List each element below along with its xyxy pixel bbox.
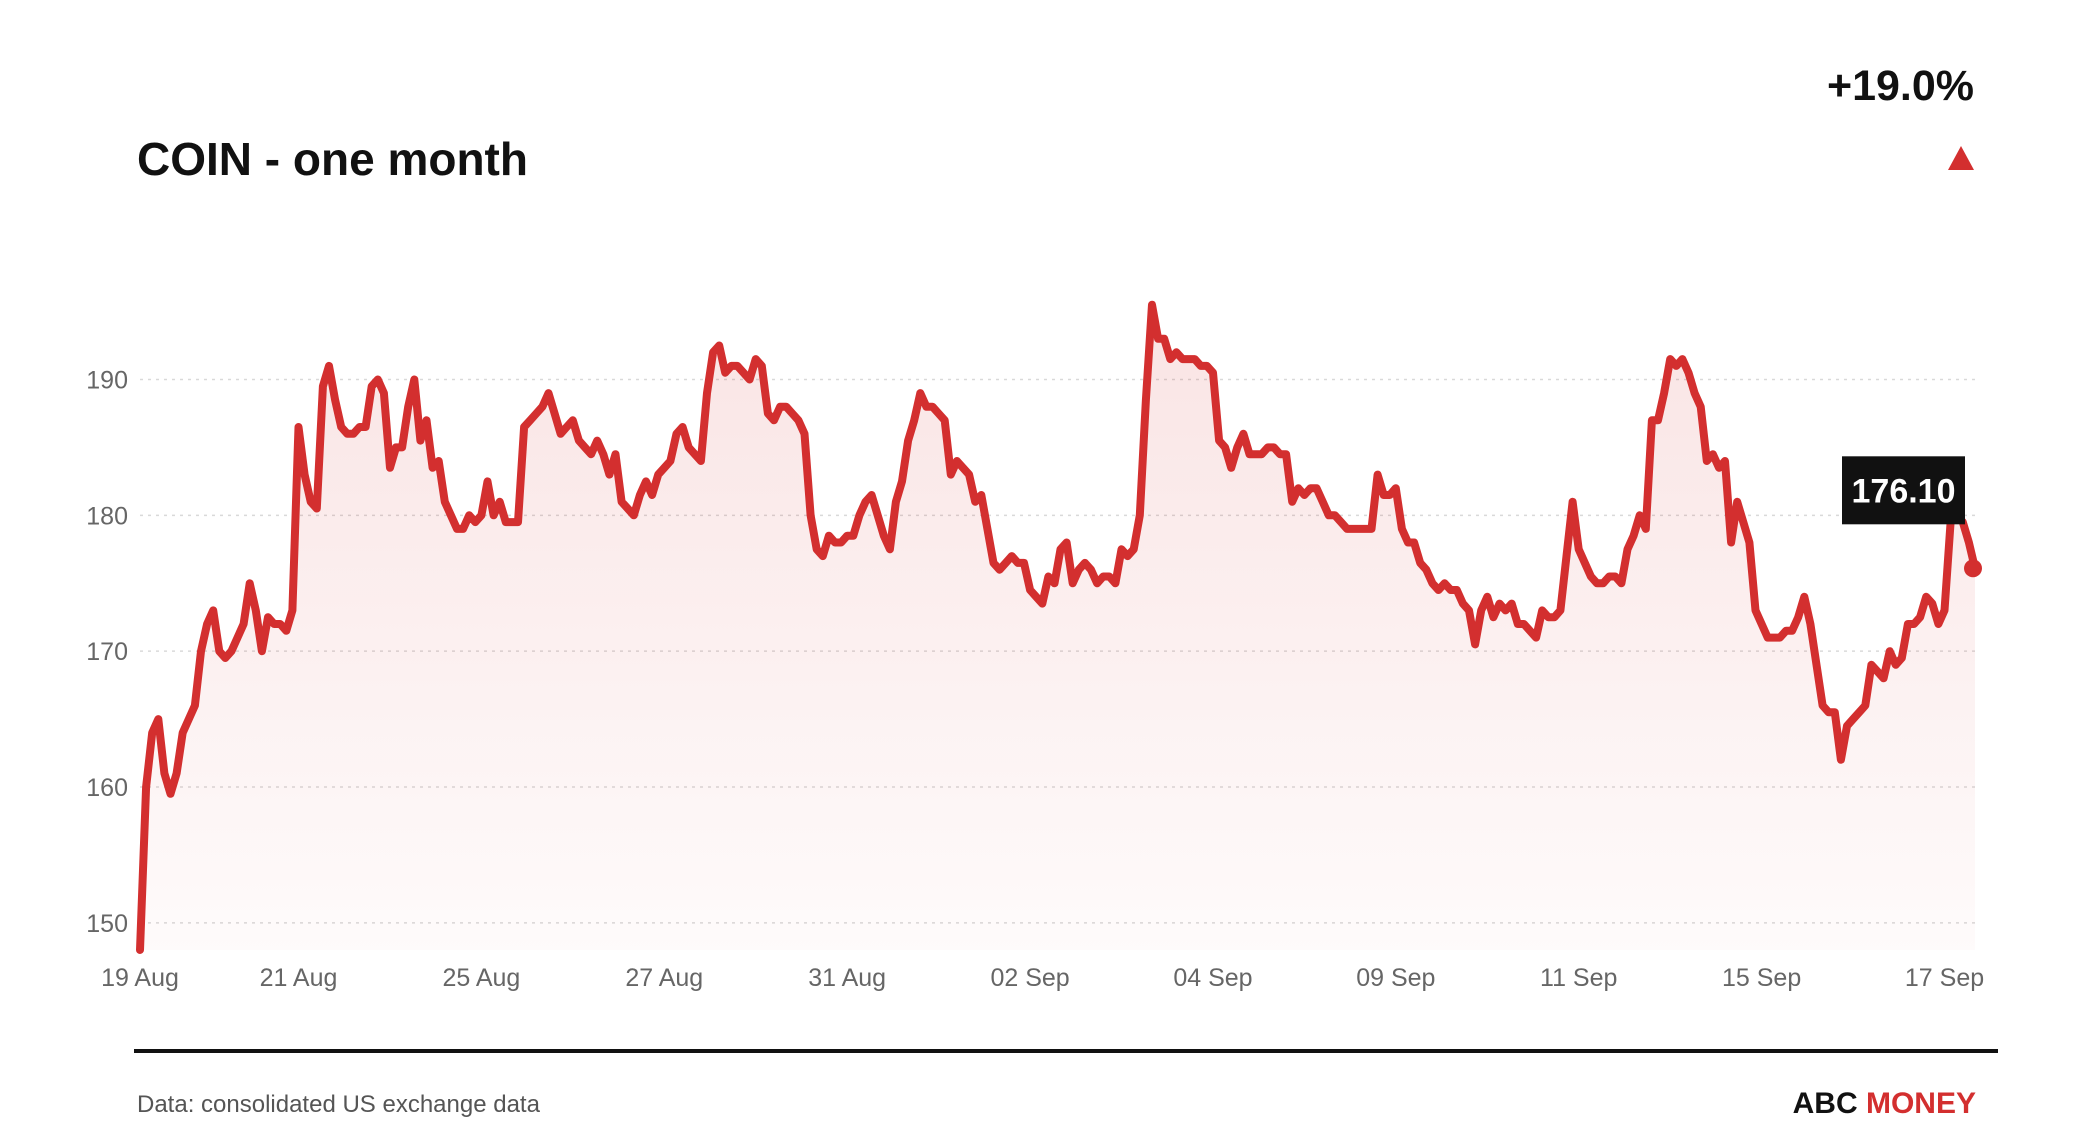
series-area: [140, 304, 1975, 950]
x-tick-label: 25 Aug: [442, 964, 520, 992]
brand-logo: ABC MONEY: [1793, 1087, 1976, 1121]
x-tick-label: 27 Aug: [625, 964, 703, 992]
footer-divider: [134, 1049, 1998, 1053]
y-tick-label: 160: [86, 774, 128, 802]
y-tick-label: 150: [86, 910, 128, 938]
last-point: [1964, 559, 1982, 578]
last-value-callout: 176.10: [1842, 456, 1965, 525]
x-tick-label: 15 Sep: [1722, 964, 1801, 992]
y-tick-label: 180: [86, 502, 128, 530]
x-tick-label: 02 Sep: [990, 964, 1069, 992]
x-tick-label: 09 Sep: [1356, 964, 1435, 992]
x-tick-label: 31 Aug: [808, 964, 886, 992]
series-line: [136, 300, 1979, 954]
brand-name-part2: MONEY: [1865, 1087, 1976, 1120]
chart-title: COIN - one month: [137, 133, 528, 185]
last-value-label: 176.10: [1852, 472, 1956, 510]
brand-name-part1: ABC: [1792, 1087, 1858, 1120]
last-value-box: [1842, 456, 1965, 525]
data-source: Data: consolidated US exchange data: [137, 1091, 540, 1118]
x-tick-label: 11 Sep: [1540, 964, 1617, 992]
up-arrow-icon: [1948, 146, 1974, 170]
x-tick-label: 21 Aug: [260, 964, 338, 992]
y-axis-labels: 150 160 170 180 190: [86, 367, 128, 938]
x-tick-label: 17 Sep: [1905, 964, 1984, 992]
x-axis-labels: 19 Aug 21 Aug 25 Aug 27 Aug 31 Aug 02 Sep 04 S…: [101, 964, 1984, 992]
percent-change: +19.0%: [1826, 62, 1974, 110]
y-tick-label: 190: [86, 367, 128, 395]
section-tag: MARKETS: [155, 55, 273, 82]
y-tick-label: 170: [86, 638, 128, 666]
x-tick-label: 19 Aug: [101, 964, 179, 992]
line-chart: 150 160 170 180 190 19 Aug 21 Aug 25 Aug 27 Aug…: [86, 300, 1984, 992]
x-tick-label: 04 Sep: [1173, 964, 1252, 992]
